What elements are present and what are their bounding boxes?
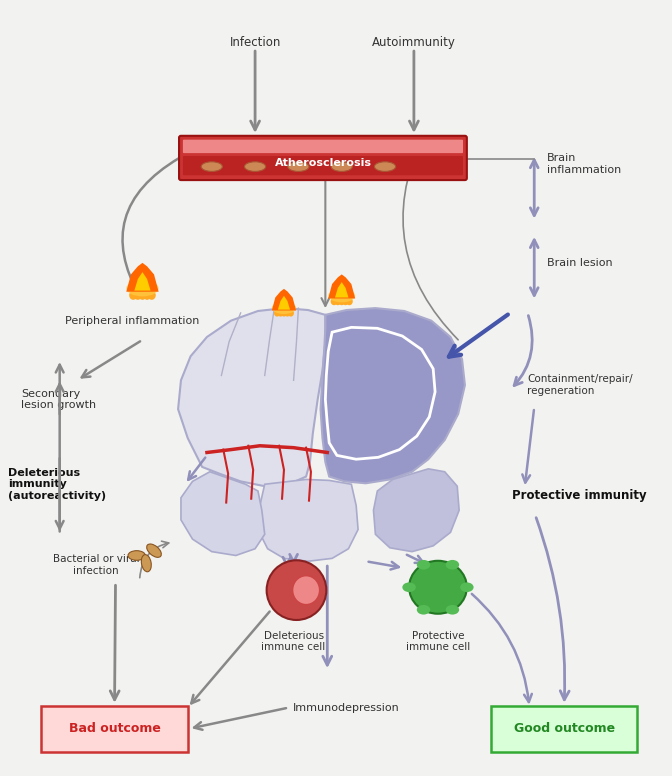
Polygon shape <box>178 308 325 487</box>
Text: Bacterial or viral
infection: Bacterial or viral infection <box>53 554 140 576</box>
Text: Containment/repair/
regeneration: Containment/repair/ regeneration <box>528 374 633 396</box>
FancyBboxPatch shape <box>183 140 463 153</box>
Text: Bad outcome: Bad outcome <box>69 722 161 735</box>
Polygon shape <box>272 289 296 310</box>
Polygon shape <box>374 469 459 552</box>
Ellipse shape <box>338 297 345 305</box>
Text: Brain lesion: Brain lesion <box>547 258 612 268</box>
Ellipse shape <box>335 297 341 305</box>
Ellipse shape <box>141 555 151 572</box>
FancyBboxPatch shape <box>42 705 187 752</box>
Ellipse shape <box>409 561 467 614</box>
Ellipse shape <box>446 605 459 615</box>
Ellipse shape <box>288 161 309 171</box>
Text: Deleterious
immunity
(autoreactivity): Deleterious immunity (autoreactivity) <box>7 468 106 501</box>
Ellipse shape <box>134 290 142 300</box>
Text: Secondary
lesion growth: Secondary lesion growth <box>22 389 96 411</box>
Ellipse shape <box>138 290 146 300</box>
Polygon shape <box>181 472 265 556</box>
Text: Protective immunity: Protective immunity <box>512 490 646 502</box>
FancyBboxPatch shape <box>179 136 467 180</box>
Text: Infection: Infection <box>229 36 281 49</box>
Ellipse shape <box>278 310 284 317</box>
Ellipse shape <box>328 289 355 303</box>
Ellipse shape <box>417 605 430 615</box>
Ellipse shape <box>129 290 137 300</box>
Text: Good outcome: Good outcome <box>513 722 615 735</box>
Ellipse shape <box>374 161 396 171</box>
Polygon shape <box>321 308 465 483</box>
Ellipse shape <box>126 280 159 296</box>
Ellipse shape <box>331 297 337 305</box>
Ellipse shape <box>281 310 287 317</box>
Ellipse shape <box>417 560 430 570</box>
Ellipse shape <box>292 576 320 605</box>
Ellipse shape <box>143 290 151 300</box>
Polygon shape <box>278 296 290 310</box>
Text: Atherosclerosis: Atherosclerosis <box>274 158 372 168</box>
Ellipse shape <box>446 560 459 570</box>
Ellipse shape <box>342 297 349 305</box>
Ellipse shape <box>128 551 145 560</box>
FancyBboxPatch shape <box>491 705 637 752</box>
FancyBboxPatch shape <box>183 156 463 175</box>
Ellipse shape <box>245 161 265 171</box>
Ellipse shape <box>346 297 353 305</box>
Ellipse shape <box>331 161 352 171</box>
Text: Protective
immune cell: Protective immune cell <box>406 631 470 652</box>
Text: Autoimmunity: Autoimmunity <box>372 36 456 49</box>
Polygon shape <box>126 263 159 292</box>
Ellipse shape <box>267 560 327 620</box>
Ellipse shape <box>146 544 161 557</box>
Ellipse shape <box>272 302 296 314</box>
Text: Immunodepression: Immunodepression <box>293 702 400 712</box>
Ellipse shape <box>288 310 294 317</box>
Ellipse shape <box>148 290 156 300</box>
Ellipse shape <box>460 583 474 592</box>
Ellipse shape <box>284 310 290 317</box>
Text: Peripheral inflammation: Peripheral inflammation <box>65 316 200 326</box>
Polygon shape <box>258 480 358 561</box>
Ellipse shape <box>274 310 280 317</box>
Polygon shape <box>134 272 151 290</box>
Ellipse shape <box>201 161 222 171</box>
Polygon shape <box>328 275 355 299</box>
Polygon shape <box>335 282 349 297</box>
Ellipse shape <box>403 583 416 592</box>
Text: Deleterious
immune cell: Deleterious immune cell <box>261 631 326 652</box>
Text: Brain
inflammation: Brain inflammation <box>547 153 621 175</box>
